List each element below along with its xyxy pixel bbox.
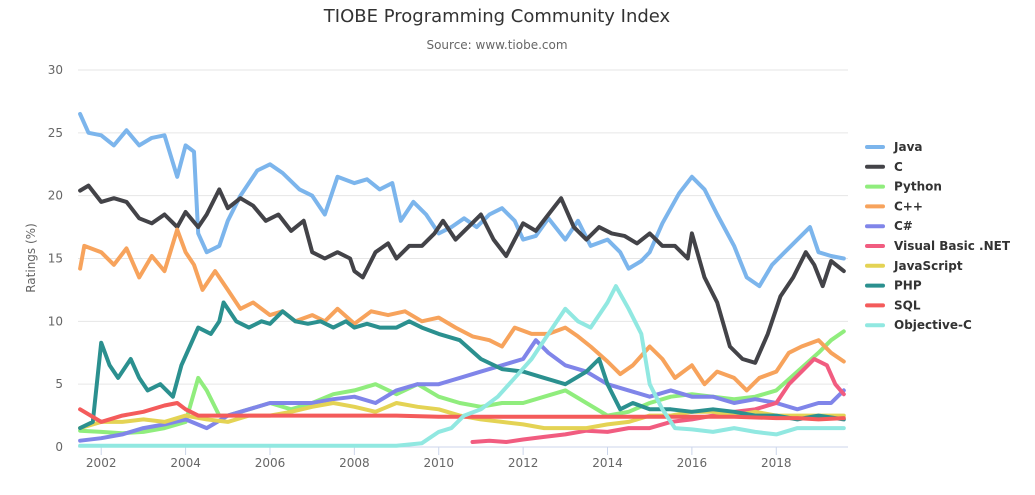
y-tick-label: 20 [48,189,63,203]
series-line-c [78,338,846,443]
grid-lines [78,69,848,448]
legend-item-javascript[interactable]: JavaScript [865,259,963,273]
legend-label: JavaScript [893,259,963,273]
legend-label: Java [893,140,922,154]
x-axis-ticks: 2002 2004 2006 2008 2010 2012 2014 2016 2018 [86,447,792,470]
y-tick-label: 5 [55,377,63,391]
x-tick-label: 2018 [761,456,792,470]
legend-item-objective-c[interactable]: Objective-C [865,318,972,332]
legend-label: Python [894,180,942,194]
series-layer [78,112,846,448]
x-tick-label: 2012 [508,456,539,470]
x-tick-label: 2008 [339,456,370,470]
series-line-objective-c [78,284,846,448]
legend-item-php[interactable]: PHP [865,279,922,293]
legend-label: SQL [894,298,921,312]
y-tick-label: 30 [48,63,63,77]
legend-label: C [894,160,903,174]
legend-label: Visual Basic .NET [894,239,1011,253]
series-line-sql [78,401,846,424]
series-line-php [78,300,846,431]
legend: Java C Python C++ C# Visual Basic .NET JavaScr… [865,140,1011,332]
series-line-c [78,227,846,393]
chart-title: TIOBE Programming Community Index [323,6,671,27]
x-tick-label: 2004 [170,456,201,470]
legend-item-c[interactable]: C++ [865,199,923,213]
x-tick-label: 2002 [86,456,117,470]
legend-item-c[interactable]: C [865,160,903,174]
x-tick-label: 2010 [423,456,454,470]
legend-item-visual-basic-net[interactable]: Visual Basic .NET [865,239,1011,253]
chart-subtitle: Source: www.tiobe.com [426,38,567,52]
x-tick-label: 2014 [592,456,623,470]
y-tick-label: 0 [55,440,63,454]
series-line-c [78,183,846,365]
legend-label: Objective-C [894,318,972,332]
y-tick-label: 10 [48,314,63,328]
legend-item-c[interactable]: C# [865,219,913,233]
series-line-java [78,112,846,289]
y-axis-ticks: 0 5 10 15 20 25 30 [48,63,63,454]
series-line-visual-basic-net [470,357,846,444]
y-axis-label: Ratings (%) [24,223,38,293]
y-tick-label: 25 [48,126,63,140]
y-tick-label: 15 [48,252,63,266]
x-tick-label: 2016 [677,456,708,470]
legend-item-python[interactable]: Python [865,180,942,194]
legend-item-sql[interactable]: SQL [865,298,921,312]
legend-label: C++ [894,199,923,213]
legend-label: PHP [894,279,922,293]
legend-item-java[interactable]: Java [865,140,922,154]
x-tick-label: 2006 [255,456,286,470]
legend-label: C# [894,219,913,233]
